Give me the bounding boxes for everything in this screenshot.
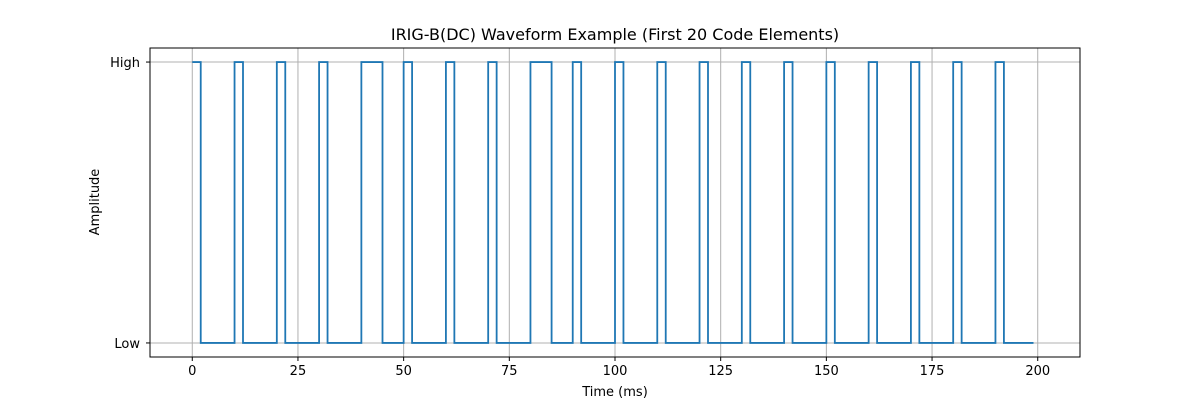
x-tick-label: 25 — [290, 364, 307, 379]
x-tick-label: 100 — [603, 364, 628, 379]
x-tick-label: 0 — [188, 364, 196, 379]
chart-title: IRIG-B(DC) Waveform Example (First 20 Co… — [391, 25, 839, 44]
x-tick-label: 175 — [920, 364, 945, 379]
x-tick-label: 150 — [814, 364, 839, 379]
tick-layer: 0 25 50 75 100 125 150 175 200 Low High — [110, 56, 1050, 379]
x-tick-label: 50 — [395, 364, 412, 379]
x-tick-label: 125 — [708, 364, 733, 379]
x-tick-label: 75 — [501, 364, 518, 379]
y-tick-label: High — [110, 56, 140, 71]
y-axis-label: Amplitude — [88, 169, 103, 236]
x-tick-label: 200 — [1025, 364, 1050, 379]
waveform-line — [192, 61, 1034, 344]
x-axis-label: Time (ms) — [581, 385, 648, 400]
y-tick-label: Low — [114, 337, 140, 352]
series-layer — [192, 61, 1034, 344]
